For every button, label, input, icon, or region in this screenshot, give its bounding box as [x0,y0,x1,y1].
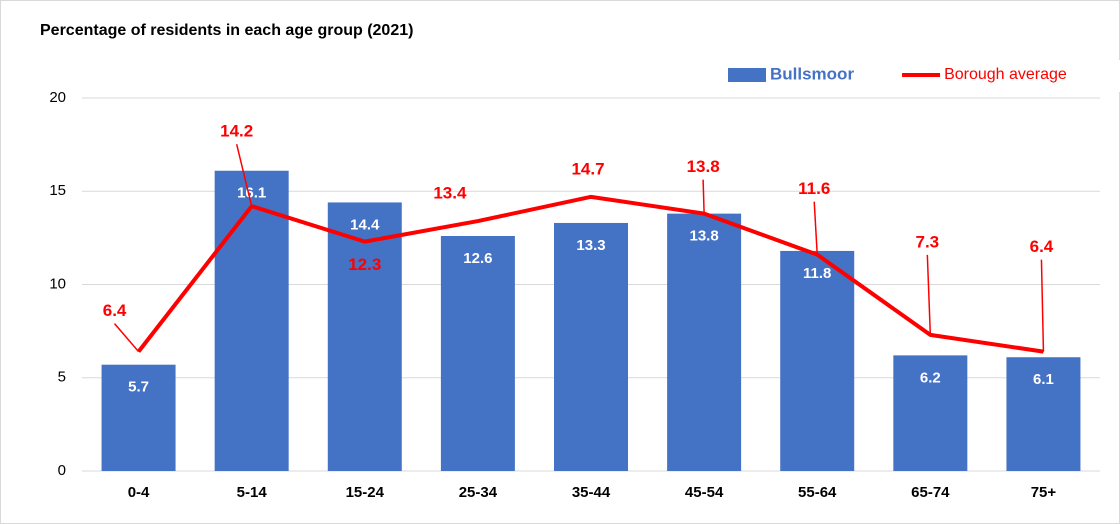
line-value-label: 6.4 [103,301,127,320]
bar-value-label: 13.8 [690,228,719,245]
bar-value-label: 13.3 [576,237,605,254]
line-value-label: 13.8 [687,157,720,176]
bar [893,355,968,471]
y-tick-label: 10 [49,275,66,292]
x-tick-label: 55-64 [798,484,837,501]
chart-title: Percentage of residents in each age grou… [40,22,413,39]
y-tick-label: 0 [58,462,66,479]
bar-value-label: 6.2 [920,369,941,386]
bar-value-label: 6.1 [1033,371,1054,388]
leader-line [813,201,818,255]
x-tick-label: 65-74 [911,484,950,501]
x-tick-label: 0-4 [128,484,150,501]
leader-line [702,179,705,214]
y-tick-label: 5 [58,369,66,386]
bar [780,250,855,471]
line-value-label: 6.4 [1030,237,1054,256]
x-tick-label: 45-54 [685,484,724,501]
legend-swatch [728,68,766,82]
x-tick-label: 25-34 [459,484,498,501]
line-value-label: 13.4 [433,184,467,203]
line-value-label: 12.3 [348,255,381,274]
bar [101,364,176,471]
line [136,194,1044,354]
line-value-label: 14.7 [571,159,604,178]
line-value-label: 11.6 [798,179,830,198]
bar-value-label: 12.6 [463,250,492,267]
bar-value-label: 5.7 [128,379,149,396]
bar [214,170,289,472]
legend-label: Bullsmoor [770,64,854,83]
leader-line [113,323,140,353]
bar-value-label: 11.8 [803,265,831,282]
bar [667,213,742,471]
x-tick-label: 75+ [1031,484,1057,501]
bar-value-label: 16.1 [237,185,266,202]
line-value-label: 7.3 [916,232,940,251]
bar [554,222,628,471]
x-tick-label: 15-24 [346,484,385,501]
bar [327,202,402,471]
y-tick-label: 15 [49,182,66,199]
bar [440,236,515,471]
leader-line [1040,259,1045,352]
legend-label: Borough average [944,66,1067,83]
leader-line [926,254,932,335]
bar [1006,357,1081,471]
x-tick-label: 5-14 [237,484,268,501]
x-tick-label: 35-44 [572,484,611,501]
leader-line [235,143,253,207]
line-value-label: 14.2 [220,122,253,141]
bar-value-label: 14.4 [350,216,380,233]
y-tick-label: 20 [49,89,66,106]
